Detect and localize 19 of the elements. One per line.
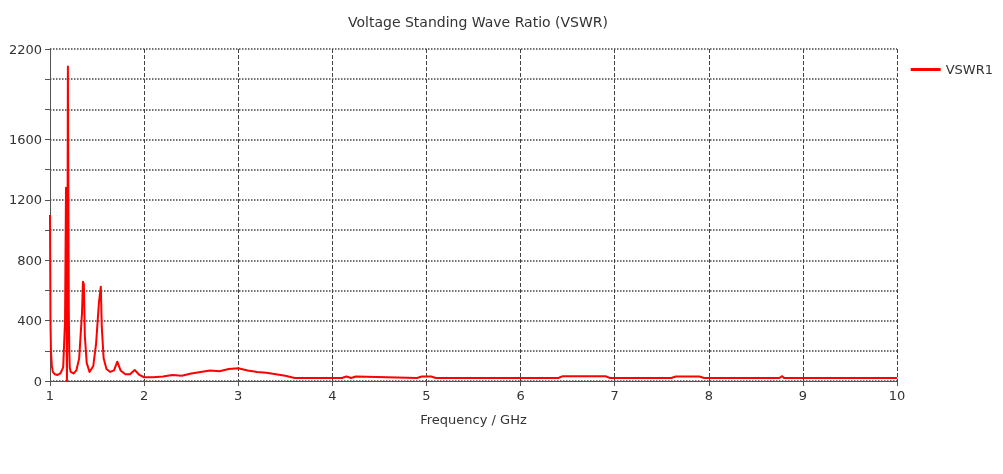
y-tick-label: 1600 [8, 132, 42, 148]
x-tick-label: 9 [798, 388, 808, 403]
x-tick-label: 8 [704, 388, 713, 403]
x-tick-label: 7 [610, 388, 619, 403]
x-tick-label: 5 [422, 388, 431, 403]
y-tick-label: 800 [17, 252, 42, 268]
x-tick-label: 2 [139, 388, 149, 403]
legend-label: VSWR1 [945, 62, 994, 77]
x-tick-label: 6 [516, 388, 525, 403]
x-tick-label: 4 [328, 388, 337, 403]
y-tick-label: 0 [33, 373, 42, 389]
x-tick-label: 3 [234, 388, 243, 403]
y-tick-label: 1200 [8, 192, 42, 208]
x-tick-label: 10 [888, 388, 906, 403]
x-axis-title: Frequency / GHz [420, 412, 527, 427]
y-tick-label: 2200 [8, 41, 42, 57]
chart-title: Voltage Standing Wave Ratio (VSWR) [347, 14, 609, 30]
y-tick-label: 400 [17, 313, 42, 329]
x-tick-label: 1 [45, 388, 55, 403]
